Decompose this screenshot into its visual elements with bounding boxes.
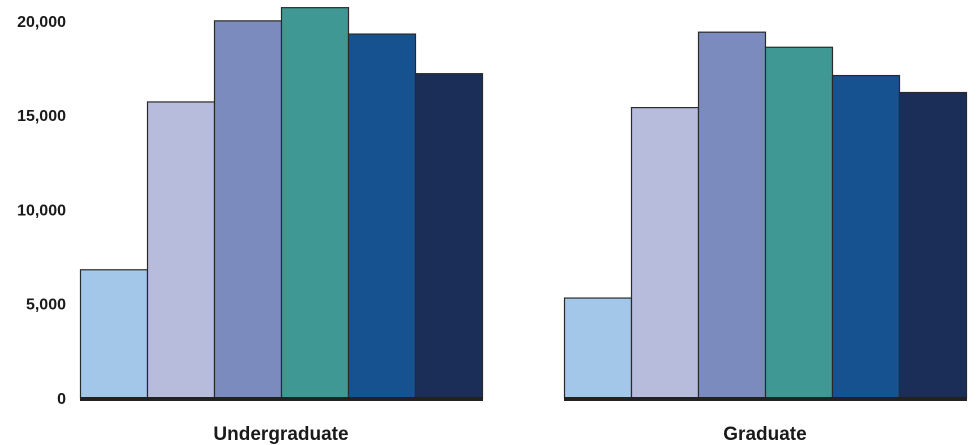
category-label-undergraduate: Undergraduate — [213, 424, 348, 445]
baseline-graduate — [564, 397, 967, 401]
y-tick-label: 20,000 — [17, 14, 66, 31]
y-tick-label: 15,000 — [17, 108, 66, 125]
bar-undergraduate-6 — [414, 73, 484, 399]
y-tick-label: 10,000 — [17, 202, 66, 219]
bar-graduate-6 — [898, 91, 968, 399]
bar-undergraduate-5 — [347, 33, 417, 399]
y-tick-label: 5,000 — [26, 297, 66, 314]
y-tick-label: 0 — [57, 391, 66, 408]
bar-undergraduate-3 — [213, 20, 283, 399]
bar-undergraduate-1 — [79, 269, 149, 399]
baselines — [80, 397, 967, 401]
bar-graduate-1 — [563, 297, 633, 399]
bar-undergraduate-2 — [146, 101, 216, 399]
bar-graduate-3 — [697, 31, 767, 399]
bar-graduate-4 — [764, 46, 834, 399]
bars — [79, 7, 968, 399]
bar-graduate-2 — [630, 106, 700, 399]
category-label-graduate: Graduate — [723, 424, 806, 445]
bar-graduate-5 — [831, 74, 901, 399]
baseline-undergraduate — [80, 397, 483, 401]
group-labels: Undergraduate Graduate — [213, 424, 806, 445]
bar-undergraduate-4 — [280, 7, 350, 399]
y-axis: 0 5,000 10,000 15,000 20,000 — [17, 14, 66, 408]
